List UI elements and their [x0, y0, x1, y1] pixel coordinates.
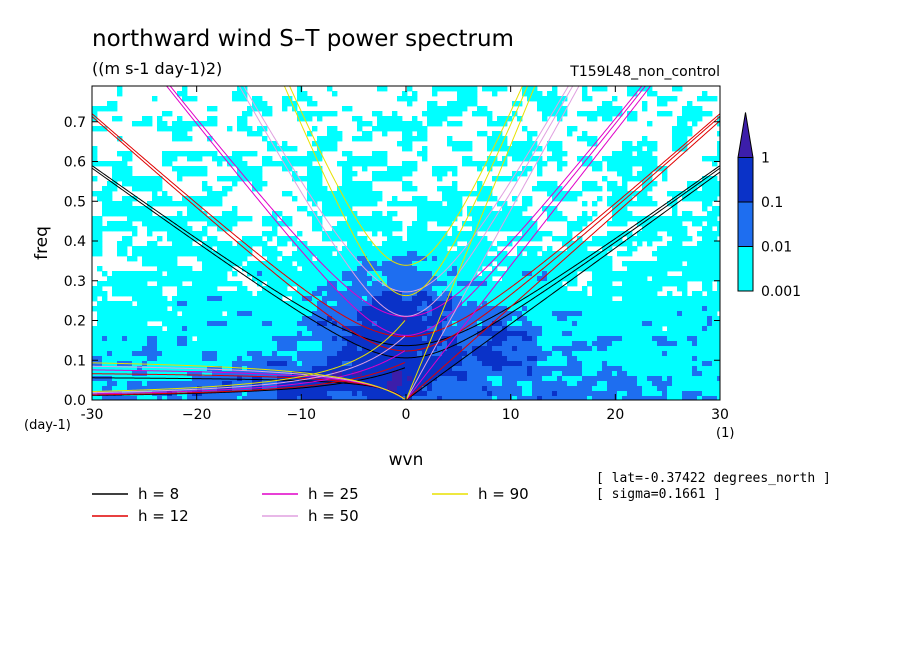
y-tick-label: 0.5 [64, 194, 86, 210]
dispersion-curve-h50-rossby [92, 365, 406, 400]
chart-units: ((m s-1 day-1)2) [92, 59, 222, 78]
dispersion-curve-h8-kelvin [405, 171, 720, 400]
legend: h = 8 h = 12 h = 25 h = 50 h = 90 [92, 485, 529, 525]
x-tick-label: 30 [711, 407, 729, 423]
y-tick-label: 0.6 [64, 155, 86, 171]
colorbar-extend-arrow [737, 112, 754, 158]
colorbar-swatch [737, 157, 754, 203]
colorbar-swatch [737, 201, 754, 247]
y-tick-label: 0.3 [64, 274, 86, 290]
dispersion-curve-h25-rossby [92, 369, 406, 400]
dispersion-curve-h25-eig [92, 350, 406, 395]
y-tick-label: 0.1 [64, 353, 86, 369]
dispersion-curve-h50-ig1 [238, 86, 574, 317]
dispersion-curve-h8-ig2 [92, 165, 720, 347]
x-axis-unit: (1) [716, 426, 734, 441]
dispersion-curve-h90-ig2 [289, 86, 523, 266]
dispersion-curve-h90-rossby [92, 362, 406, 400]
y-axis-unit: (day-1) [24, 418, 71, 433]
dispersion-curve-h12-kelvin [405, 120, 720, 400]
y-tick-label: 0.0 [64, 393, 86, 409]
legend-label: h = 50 [308, 507, 359, 525]
x-axis-label: wvn [389, 450, 424, 470]
sigma-annotation: [ sigma=0.1661 ] [596, 487, 721, 502]
dispersion-curve-h90-eig [92, 320, 406, 393]
dispersion-curve-h12-rossby [92, 373, 406, 400]
legend-label: h = 90 [478, 485, 529, 503]
legend-label: h = 12 [138, 507, 189, 525]
dispersion-curve-h50-ig2 [243, 86, 569, 293]
colorbar-label: 0.01 [761, 240, 792, 256]
dispersion-curve-h12-ig2 [92, 113, 720, 338]
x-tick-label: −10 [287, 407, 317, 423]
x-tick-label: 20 [606, 407, 624, 423]
legend-label: h = 8 [138, 485, 179, 503]
x-tick-label: 0 [402, 407, 411, 423]
colorbar-label: 1 [761, 151, 770, 167]
dispersion-curve-h12-ig1 [92, 116, 720, 352]
y-tick-label: 0.7 [64, 115, 86, 131]
latitude-annotation: [ lat=-0.37422 degrees_north ] [596, 471, 831, 486]
x-tick-label: -30 [81, 407, 104, 423]
chart-title: northward wind S–T power spectrum [92, 26, 514, 52]
colorbar: 0.001 0.01 0.1 1 [737, 112, 801, 300]
dispersion-curve-h25-ig1 [165, 86, 647, 336]
colorbar-swatch [737, 246, 754, 292]
x-tick-label: 10 [502, 407, 520, 423]
dispersion-curve-h50-kelvin [405, 86, 580, 400]
y-tick-label: 0.2 [64, 314, 86, 330]
dispersion-curves [92, 86, 720, 400]
colorbar-label: 0.001 [761, 284, 801, 300]
dispersion-curve-h90-ig1 [283, 86, 529, 297]
dispersion-curve-h90-kelvin [405, 86, 536, 400]
y-axis-label: freq [32, 226, 52, 260]
axis-ticks: -30 −20 −10 0 10 20 30 0.0 0.1 0.2 0.3 0.4 0.5 0.6 0.7 [64, 86, 729, 423]
dispersion-curve-h50-eig [92, 335, 406, 394]
dispersion-curve-h12-eig [92, 362, 406, 396]
run-label: T159L48_non_control [569, 64, 720, 80]
dispersion-curve-h8-ig1 [92, 167, 720, 359]
dispersion-curve-h8-rossby [92, 377, 406, 400]
colorbar-label: 0.1 [761, 195, 783, 211]
dispersion-curve-h25-kelvin [405, 86, 652, 400]
plot-area [91, 85, 721, 401]
legend-label: h = 25 [308, 485, 359, 503]
x-tick-label: −20 [182, 407, 212, 423]
y-tick-label: 0.4 [64, 234, 86, 250]
